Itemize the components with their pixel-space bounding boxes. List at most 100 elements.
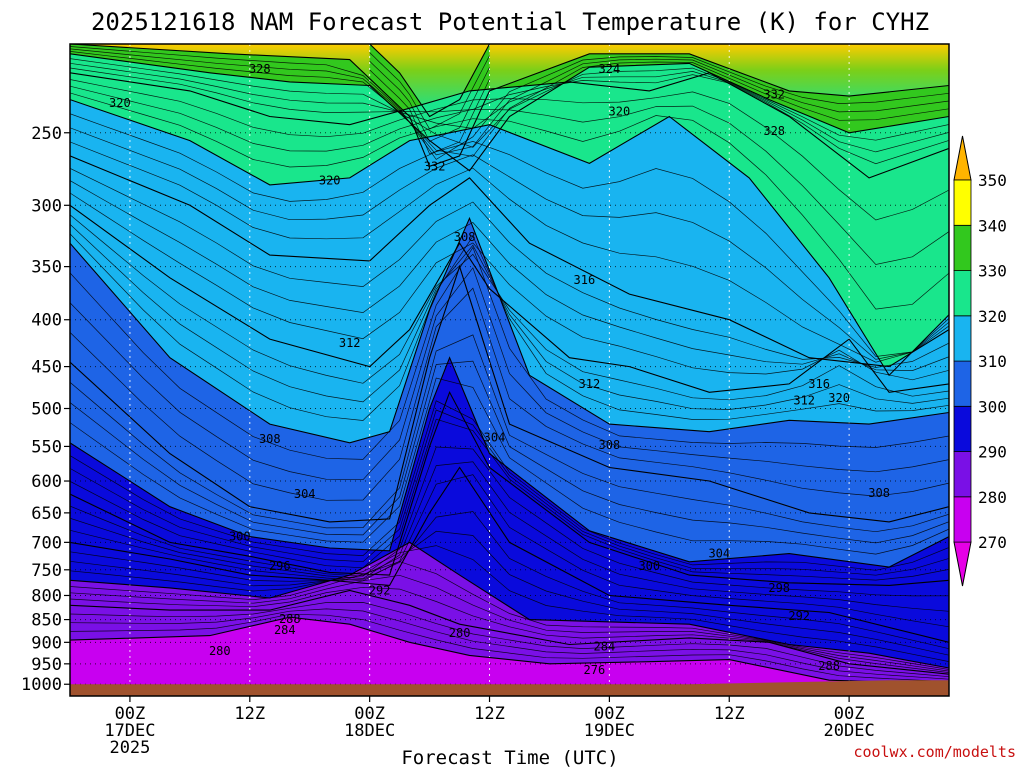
isentrope-minor (70, 62, 949, 153)
contour-label: 292 (788, 609, 810, 623)
isentrope-minor (369, 69, 490, 155)
isentrope-284 (70, 589, 949, 675)
isentrope-minor (70, 400, 949, 571)
isentrope-minor (70, 586, 949, 673)
isentrope-minor (70, 613, 949, 683)
y-tick-label: 550 (31, 437, 62, 457)
isentrope-minor (70, 233, 949, 421)
isentrope-minor (70, 511, 949, 650)
isentrope-minor (70, 141, 949, 363)
isentrope-minor (70, 561, 949, 670)
y-tick-label: 700 (31, 533, 62, 553)
isentrope-312 (70, 204, 949, 393)
colorbar-label: 340 (978, 216, 1007, 235)
contour-label: 296 (269, 559, 291, 573)
isentrope-minor (70, 409, 949, 576)
isentrope-320 (70, 99, 949, 377)
isentrope-332 (70, 44, 949, 167)
isentrope-minor (70, 92, 949, 310)
isentrope-minor (70, 530, 949, 656)
isentrope-minor (70, 48, 949, 156)
isentrope-316 (70, 155, 949, 368)
contour-label: 292 (369, 584, 391, 598)
isentrope-304 (70, 264, 949, 523)
isentrope-minor (70, 602, 949, 678)
colorbar-label: 280 (978, 488, 1007, 507)
credit-text: coolwx.com/modelts (853, 743, 1016, 761)
isentrope-minor (70, 85, 949, 265)
colorbar-bin-320 (953, 270, 972, 317)
colorbar-bin-280 (953, 451, 972, 498)
contour-label: 284 (594, 640, 616, 654)
x-tick-label: 20DEC (824, 721, 875, 741)
y-tick-label: 1000 (21, 675, 62, 695)
y-tick-label: 900 (31, 633, 62, 653)
y-tick-label: 750 (31, 561, 62, 581)
isentrope-328 (70, 53, 949, 172)
contour-lines (70, 44, 949, 685)
isentrope-minor (369, 52, 490, 130)
contour-label: 280 (449, 626, 471, 640)
contour-label: 300 (229, 530, 251, 544)
isentrope-minor (70, 192, 949, 381)
x-tick-label: 17DEC (104, 721, 155, 741)
contour-label: 300 (638, 559, 660, 573)
contour-label: 316 (574, 273, 596, 287)
contour-label: 312 (793, 394, 815, 408)
x-tick-label: 12Z (234, 704, 265, 724)
isentrope-minor (70, 608, 949, 680)
colorbar: 270 280 290 300 310 320 330 340 350 (953, 135, 1007, 587)
isentrope-minor (70, 545, 949, 662)
isentrope-minor (70, 51, 949, 157)
contour-label: 308 (454, 230, 476, 244)
isentrope-324 (70, 72, 949, 179)
isentrope-minor (70, 360, 949, 544)
isentrope-minor (70, 224, 949, 410)
x-tick-label: 12Z (714, 704, 745, 724)
y-tick-label: 400 (31, 311, 62, 331)
contour-label: 304 (294, 487, 316, 501)
x-tick-label: 19DEC (584, 721, 635, 741)
isentrope-minor (70, 58, 949, 148)
isentrope-minor (70, 167, 949, 368)
colorbar-top-arrow (953, 135, 972, 181)
y-tick-label: 650 (31, 504, 62, 524)
isentrope-minor (70, 180, 949, 371)
colorbar-bin-270 (953, 496, 972, 543)
isentrope-minor (70, 267, 949, 481)
isentrope-minor (70, 79, 949, 221)
isentrope-minor (70, 214, 949, 401)
contour-label: 320 (319, 174, 341, 188)
y-tick-label: 250 (31, 124, 62, 144)
isentrope-minor (369, 61, 490, 142)
x-tick-label: 00Z (354, 704, 385, 724)
contour-label: 316 (808, 377, 830, 391)
isentrope-minor (70, 418, 949, 581)
isentrope-minor (70, 127, 949, 360)
contour-label: 320 (609, 105, 631, 119)
colorbar-bin-340 (953, 179, 972, 226)
x-tick-label: 12Z (474, 704, 505, 724)
y-tick-label: 800 (31, 586, 62, 606)
isentrope-minor (70, 246, 949, 460)
y-tick-label: 350 (31, 258, 62, 278)
isentrope-340 (369, 44, 490, 118)
isentrope-308 (70, 216, 949, 444)
contour-label: 304 (708, 547, 730, 561)
pressure-axis: 2503003504004505005506006507007508008509… (21, 124, 70, 695)
contour-label: 312 (579, 377, 601, 391)
isentrope-minor (70, 446, 949, 597)
isentrope-minor (70, 461, 949, 612)
isentrope-minor (70, 334, 949, 533)
isentrope-288 (70, 541, 949, 669)
contour-label: 304 (484, 431, 506, 445)
isentrope-minor (70, 574, 949, 672)
x-tick-label: 00Z (594, 704, 625, 724)
contour-label: 328 (249, 62, 271, 76)
x-axis-label: Forecast Time (UTC) (401, 747, 618, 768)
y-tick-label: 850 (31, 611, 62, 631)
colorbar-label: 310 (978, 352, 1007, 371)
